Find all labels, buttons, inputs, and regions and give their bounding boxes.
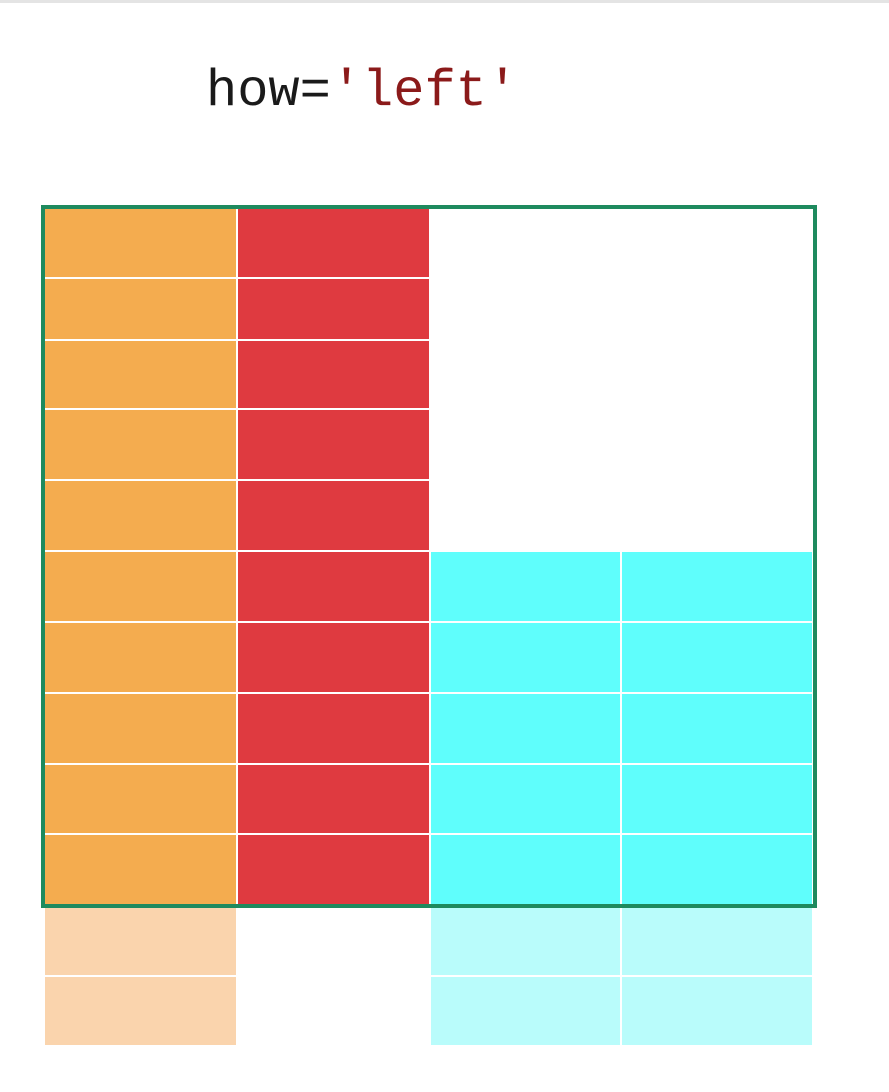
left-table-cell [43, 550, 238, 623]
result-border [41, 205, 817, 908]
right-table-cell [620, 621, 814, 694]
left-value-cell [236, 408, 431, 481]
merge-how-title: how='left' [206, 62, 518, 122]
left-value-cell [236, 621, 431, 694]
left-table-cell [43, 621, 238, 694]
right-table-cell [620, 692, 814, 765]
right-table-cell [429, 763, 622, 835]
right-table-cell [429, 833, 622, 907]
left-table-cell [43, 408, 238, 481]
left-value-cell [236, 277, 431, 341]
table-cells [43, 207, 814, 1047]
faded-right-cell [620, 975, 814, 1047]
left-table-cell [43, 277, 238, 341]
right-table-cell [620, 833, 814, 907]
left-table-cell [43, 339, 238, 410]
right-table-cell [620, 550, 814, 623]
top-rule [0, 0, 889, 3]
left-table-cell [43, 763, 238, 835]
left-table-cell [43, 207, 238, 279]
left-table-cell [43, 833, 238, 907]
result-border-group [41, 205, 817, 908]
faded-right-cell [429, 905, 622, 977]
left-value-cell [236, 763, 431, 835]
title-value: 'left' [330, 62, 519, 121]
left-value-cell [236, 692, 431, 765]
right-table-cell [429, 550, 622, 623]
left-value-cell [236, 479, 431, 552]
left-value-cell [236, 207, 431, 279]
faded-left-cell [43, 905, 238, 977]
left-table-cell [43, 692, 238, 765]
left-value-cell [236, 550, 431, 623]
left-value-cell [236, 833, 431, 907]
faded-left-cell [43, 975, 238, 1047]
right-table-cell [429, 621, 622, 694]
faded-right-cell [429, 975, 622, 1047]
right-table-cell [620, 763, 814, 835]
left-table-cell [43, 479, 238, 552]
left-value-cell [236, 339, 431, 410]
faded-right-cell [620, 905, 814, 977]
right-table-cell [429, 692, 622, 765]
title-keyword: how= [206, 62, 331, 121]
